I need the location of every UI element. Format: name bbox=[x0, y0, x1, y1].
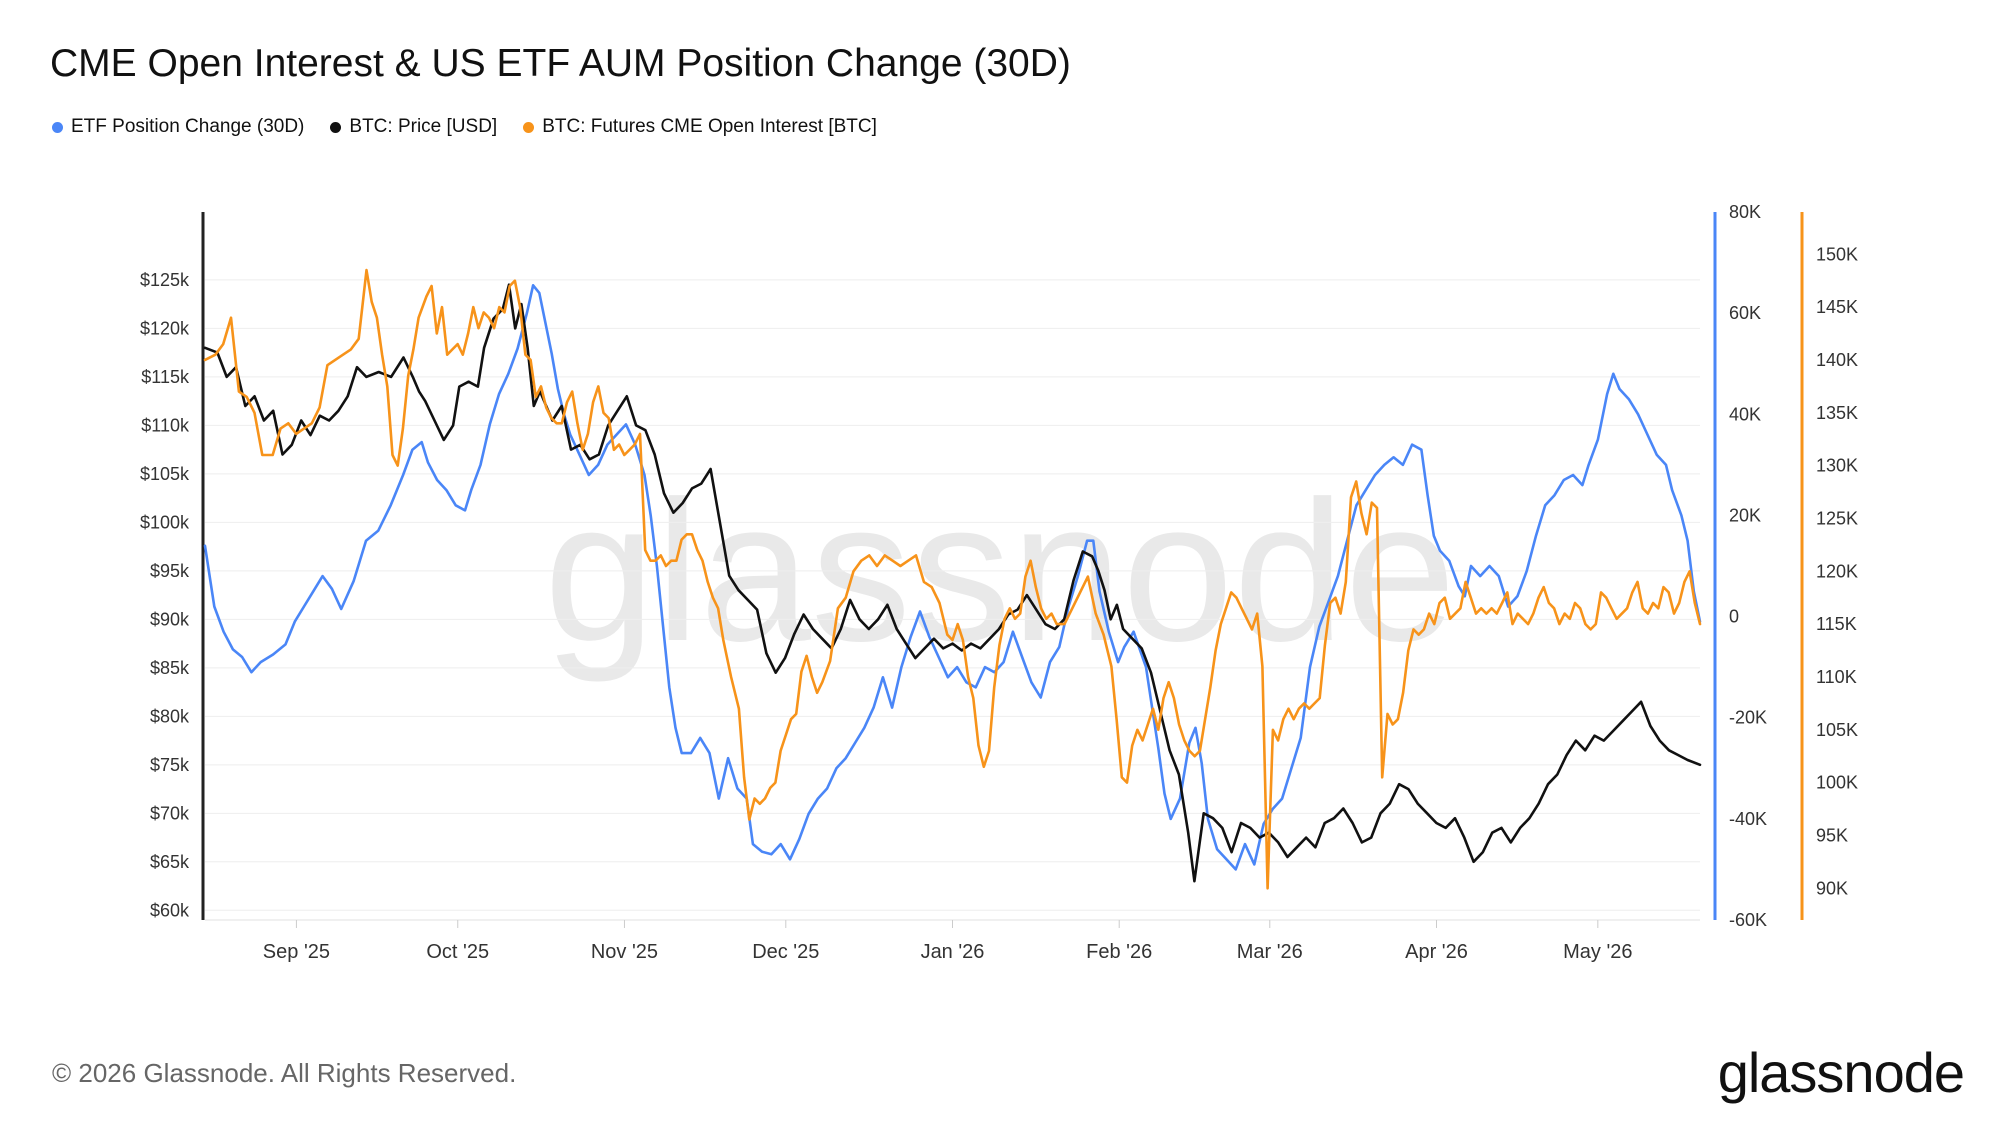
y-right-orange-tick-label: 90K bbox=[1816, 878, 1848, 898]
y-left-tick-label: $105k bbox=[140, 464, 190, 484]
y-left-tick-label: $90k bbox=[150, 609, 190, 629]
x-tick-label: Oct '25 bbox=[426, 941, 489, 963]
axes: $125k $120k $115k $110k $105k $100k $95k $90k $8… bbox=[140, 202, 1858, 963]
series-lines bbox=[203, 268, 1702, 890]
y-left-tick-label: $60k bbox=[150, 900, 190, 920]
y-left-tick-label: $125k bbox=[140, 270, 190, 290]
y-right-blue-tick-label: 80K bbox=[1729, 202, 1761, 222]
series-line-price bbox=[203, 283, 1702, 883]
grid bbox=[205, 279, 1700, 911]
legend-dot-etf bbox=[52, 121, 63, 133]
y-right-orange-tick-label: 135K bbox=[1816, 403, 1858, 423]
y-right-blue-tick-label: -60K bbox=[1729, 910, 1767, 930]
y-right-orange-tick-label: 140K bbox=[1816, 350, 1858, 370]
legend-label-etf: ETF Position Change (30D) bbox=[71, 116, 305, 137]
y-left-tick-label: $110k bbox=[141, 415, 190, 435]
y-left-tick-label: $120k bbox=[140, 318, 190, 338]
y-right-blue-tick-label: -40K bbox=[1729, 809, 1767, 829]
y-right-orange-tick-label: 100K bbox=[1816, 773, 1858, 793]
legend-label-oi: BTC: Futures CME Open Interest [BTC] bbox=[542, 116, 877, 137]
legend-dot-price bbox=[330, 121, 342, 133]
x-tick-label: Dec '25 bbox=[752, 941, 819, 963]
x-tick-label: Nov '25 bbox=[591, 941, 658, 963]
y-left-tick-label: $95k bbox=[150, 561, 190, 581]
y-left-tick-label: $100k bbox=[140, 512, 190, 532]
x-tick-label: Mar '26 bbox=[1237, 941, 1303, 963]
x-tick-label: May '26 bbox=[1563, 941, 1632, 963]
y-right-orange-tick-label: 95K bbox=[1816, 825, 1848, 845]
legend-label-price: BTC: Price [USD] bbox=[349, 116, 498, 137]
y-right-blue-tick-label: 0 bbox=[1729, 607, 1739, 627]
y-left-tick-label: $85k bbox=[150, 658, 190, 678]
x-tick-label: Feb '26 bbox=[1086, 941, 1152, 963]
brand-logo: glassnode bbox=[1717, 1041, 1965, 1104]
y-right-orange-tick-label: 105K bbox=[1816, 720, 1858, 740]
y-right-orange-tick-label: 120K bbox=[1816, 561, 1858, 581]
y-right-blue-tick-label: 40K bbox=[1729, 404, 1761, 424]
legend-item-price[interactable]: BTC: Price [USD] bbox=[330, 116, 497, 138]
y-left-tick-label: $65k bbox=[150, 852, 190, 872]
y-right-blue-tick-label: -20K bbox=[1729, 708, 1767, 728]
legend-item-oi[interactable]: BTC: Futures CME Open Interest [BTC] bbox=[523, 116, 877, 138]
series-line-oi bbox=[203, 268, 1702, 890]
legend-item-etf[interactable]: ETF Position Change (30D) bbox=[52, 116, 304, 138]
y-left-tick-label: $75k bbox=[150, 755, 190, 775]
chart-title: CME Open Interest & US ETF AUM Position … bbox=[50, 42, 1071, 85]
y-left-tick-label: $80k bbox=[150, 706, 190, 726]
x-tick-label: Jan '26 bbox=[921, 941, 985, 963]
copyright-footer: © 2026 Glassnode. All Rights Reserved. bbox=[52, 1058, 517, 1088]
y-left-tick-label: $70k bbox=[150, 803, 190, 823]
y-right-orange-tick-label: 115K bbox=[1816, 614, 1857, 634]
legend-dot-oi bbox=[523, 121, 535, 133]
legend: ETF Position Change (30D) BTC: Price [US… bbox=[52, 116, 877, 138]
y-right-blue-tick-label: 60K bbox=[1729, 303, 1761, 323]
x-tick-label: Sep '25 bbox=[263, 941, 330, 963]
y-right-blue-tick-label: 20K bbox=[1729, 505, 1761, 525]
x-tick-label: Apr '26 bbox=[1405, 941, 1468, 963]
y-right-orange-tick-label: 145K bbox=[1816, 297, 1858, 317]
y-right-orange-tick-label: 150K bbox=[1816, 244, 1858, 264]
y-right-orange-tick-label: 110K bbox=[1816, 667, 1857, 687]
y-right-orange-tick-label: 130K bbox=[1816, 456, 1858, 476]
y-right-orange-tick-label: 125K bbox=[1816, 508, 1858, 528]
y-left-tick-label: $115k bbox=[141, 367, 190, 387]
